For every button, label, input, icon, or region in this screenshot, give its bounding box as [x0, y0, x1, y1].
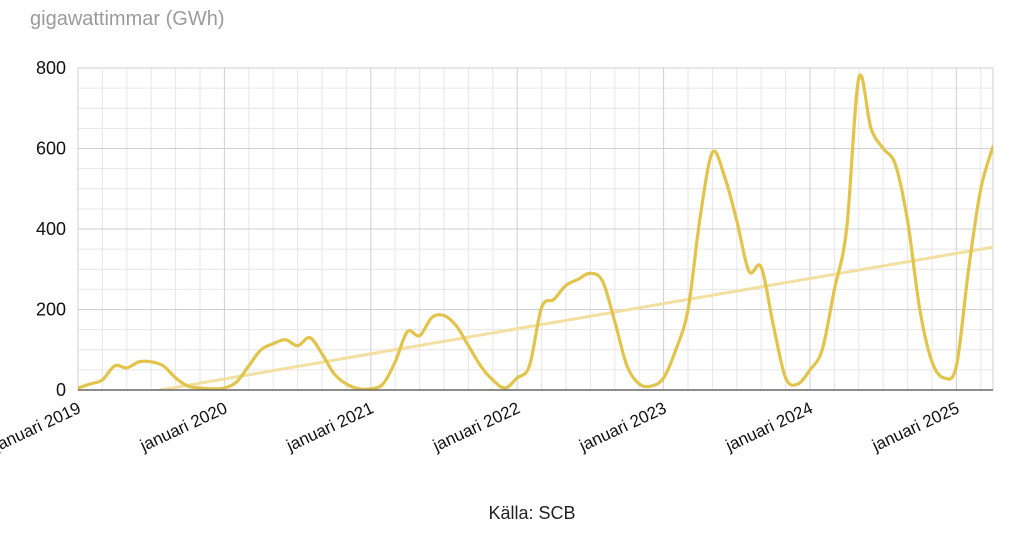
y-axis-ticks: 0 200 400 600 800 — [36, 58, 66, 400]
source-note: Källa: SCB — [488, 503, 576, 523]
y-tick-label: 0 — [56, 380, 66, 400]
series-line — [78, 73, 993, 390]
y-tick-label: 400 — [36, 219, 66, 239]
x-tick-label: januari 2023 — [576, 398, 670, 455]
x-tick-label: januari 2024 — [722, 398, 816, 455]
trend-line — [151, 245, 993, 390]
y-tick-label: 200 — [36, 300, 66, 320]
y-tick-label: 600 — [36, 139, 66, 159]
x-tick-label: januari 2020 — [136, 398, 230, 455]
x-tick-label: januari 2025 — [868, 398, 962, 455]
x-axis-ticks: januari 2019 januari 2020 januari 2021 janu… — [0, 398, 962, 455]
x-tick-label: januari 2022 — [429, 398, 523, 455]
y-axis-unit-label: gigawattimmar (GWh) — [30, 8, 225, 30]
x-tick-label: januari 2021 — [283, 398, 377, 455]
x-tick-label: januari 2019 — [0, 398, 84, 455]
y-tick-label: 800 — [36, 58, 66, 78]
